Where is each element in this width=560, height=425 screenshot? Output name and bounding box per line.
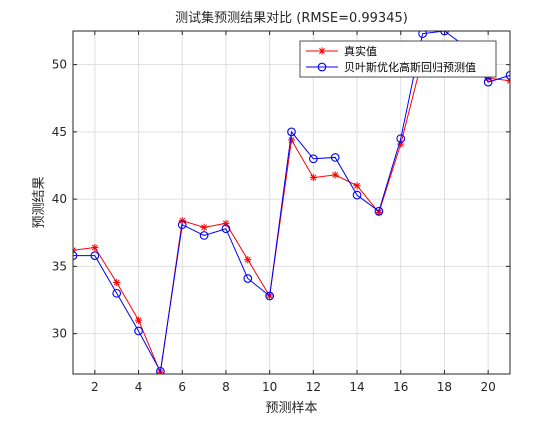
- x-tick-label: 6: [178, 380, 186, 394]
- series-2-point: [221, 224, 231, 234]
- series-2-point: [243, 274, 253, 283]
- x-tick-label: 14: [349, 380, 364, 394]
- legend-entry: 贝叶斯优化高斯回归预测值: [306, 60, 476, 74]
- series-1-point: [244, 256, 252, 264]
- x-tick-label: 4: [135, 380, 143, 394]
- series-2-point: [352, 190, 362, 200]
- series-1-point: [331, 171, 339, 179]
- y-tick-label: 40: [52, 192, 67, 206]
- series-2-point: [156, 366, 165, 374]
- series-1-point: [113, 278, 121, 287]
- y-tick-label: 35: [52, 259, 67, 273]
- y-tick-label: 45: [52, 125, 67, 139]
- series-2-point: [287, 127, 296, 137]
- legend-entry: 真实值: [306, 44, 377, 58]
- legend-label: 真实值: [344, 44, 377, 58]
- legend-label: 贝叶斯优化高斯回归预测值: [344, 60, 476, 74]
- series-1-point: [353, 182, 361, 190]
- series-1-point: [91, 243, 99, 252]
- series-1-point: [134, 316, 143, 324]
- chart-title: 测试集预测结果对比 (RMSE=0.99345): [175, 10, 408, 26]
- series-2-line: [73, 31, 510, 373]
- series-2-point: [483, 77, 493, 87]
- legend-marker: [318, 47, 326, 55]
- x-tick-label: 16: [393, 380, 408, 394]
- ticks: 2 4 6 8 10 12 14 16 18 20 30 35 40 45 50: [52, 31, 510, 394]
- series-2-point: [396, 134, 406, 143]
- series-2-point: [374, 206, 384, 216]
- series-2-point: [199, 231, 209, 240]
- x-tick-label: 8: [222, 380, 230, 394]
- x-tick-label: 12: [306, 380, 321, 394]
- y-tick-label: 30: [52, 327, 67, 341]
- series-2-point: [505, 71, 510, 80]
- series-1-point: [309, 174, 317, 182]
- series-2-point: [330, 153, 340, 162]
- series-2-point: [265, 291, 275, 301]
- y-tick-label: 50: [52, 58, 67, 72]
- series-1-point: [287, 136, 296, 144]
- x-axis-label: 预测样本: [265, 401, 317, 416]
- series-2-point: [309, 154, 318, 164]
- series-2-point: [418, 31, 427, 39]
- y-axis-label: 预测结果: [32, 176, 47, 228]
- plot-area: [73, 31, 510, 374]
- legend-box: [299, 40, 497, 78]
- series-2-point: [177, 220, 187, 230]
- series-2-point: [90, 251, 100, 260]
- axes-box: [72, 30, 511, 375]
- series-1-point: [200, 223, 208, 231]
- series-2-point: [73, 251, 78, 260]
- x-tick-label: 20: [481, 380, 496, 394]
- x-tick-label: 18: [437, 380, 452, 394]
- legend-marker: [317, 62, 327, 72]
- x-tick-label: 2: [91, 380, 99, 394]
- x-tick-label: 10: [262, 380, 277, 394]
- series-2-point: [134, 326, 143, 336]
- series-2-point: [112, 288, 122, 298]
